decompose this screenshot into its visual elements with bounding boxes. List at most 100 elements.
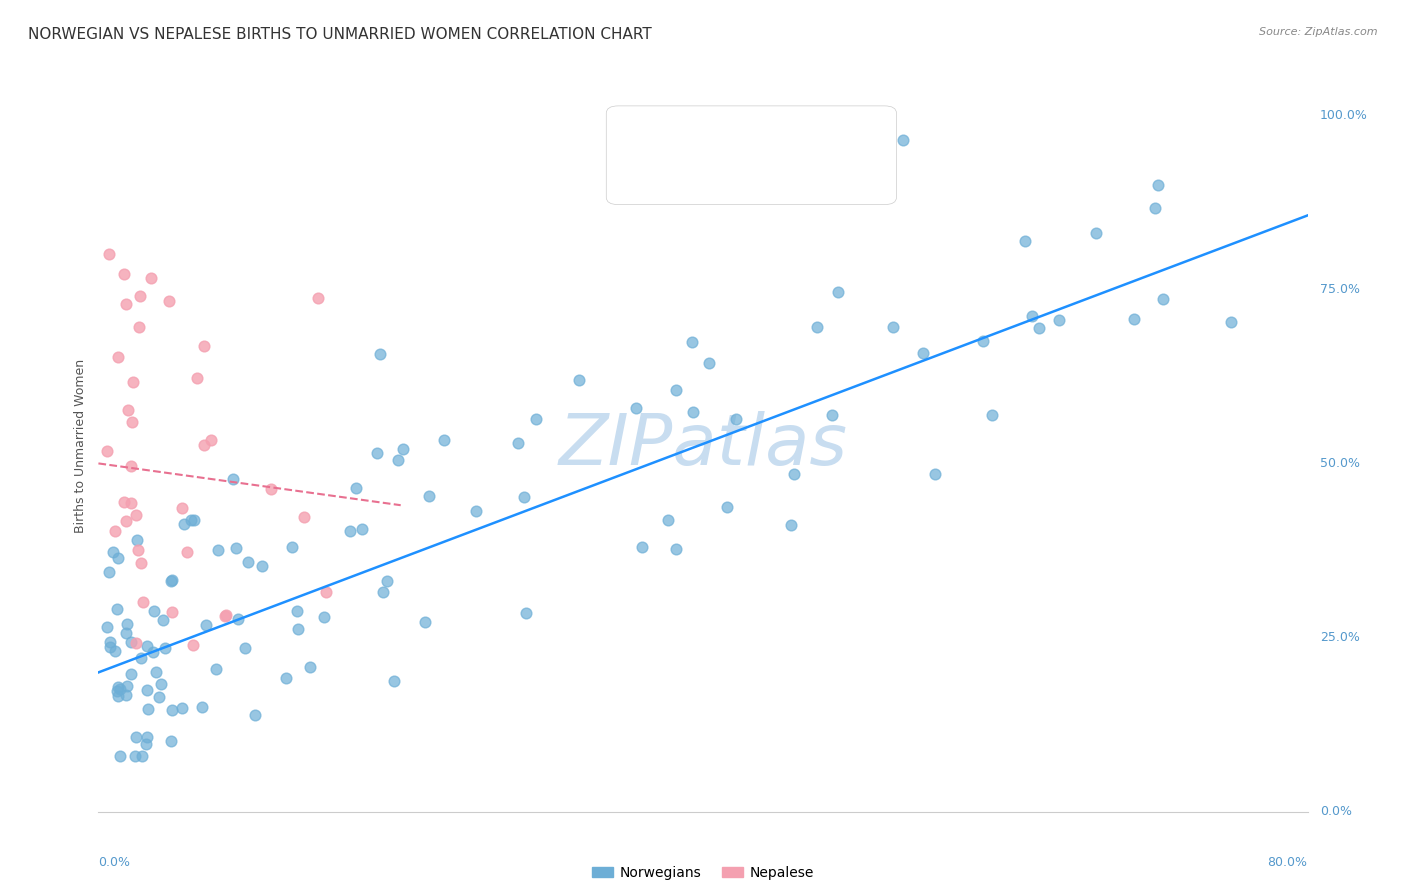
Point [292, 509, 315, 524]
Text: 100.0%: 100.0% [1320, 109, 1368, 121]
Point [107, 680, 129, 694]
Text: ZIPatlas: ZIPatlas [558, 411, 848, 481]
Point [160, 573, 183, 587]
Point [143, 604, 166, 618]
Point [181, 638, 204, 652]
Point [160, 605, 183, 619]
Point [114, 514, 136, 528]
Point [207, 542, 229, 557]
Point [912, 346, 935, 360]
Point [1028, 321, 1050, 335]
Point [371, 585, 394, 599]
Text: 0.0%: 0.0% [1320, 805, 1351, 818]
Point [132, 595, 155, 609]
Point [1047, 313, 1070, 327]
Point [96, 620, 118, 634]
Point [135, 730, 157, 744]
Point [315, 585, 337, 599]
Point [160, 702, 183, 716]
Point [125, 508, 148, 522]
Point [112, 495, 135, 509]
Point [630, 540, 652, 554]
Point [508, 436, 530, 450]
Point [1021, 309, 1043, 323]
Point [125, 730, 148, 744]
Point [1123, 311, 1146, 326]
Y-axis label: Births to Unmarried Women: Births to Unmarried Women [75, 359, 87, 533]
Point [120, 459, 142, 474]
Point [972, 334, 994, 348]
Point [697, 356, 720, 370]
Point [135, 639, 157, 653]
Point [276, 671, 298, 685]
Legend: Norwegians, Nepalese: Norwegians, Nepalese [586, 860, 820, 885]
Point [287, 623, 309, 637]
Point [124, 749, 146, 764]
Point [464, 504, 486, 518]
Point [110, 749, 132, 764]
Point [568, 373, 591, 387]
Point [980, 409, 1002, 423]
Point [104, 644, 127, 658]
Text: 25.0%: 25.0% [1320, 631, 1360, 644]
Point [105, 602, 128, 616]
Point [250, 558, 273, 573]
Point [131, 749, 153, 764]
Point [127, 542, 149, 557]
Point [433, 433, 456, 447]
Point [339, 524, 361, 538]
Point [157, 293, 180, 308]
Point [515, 606, 537, 620]
Point [149, 677, 172, 691]
Point [665, 383, 688, 397]
Point [125, 636, 148, 650]
Point [193, 339, 215, 353]
Point [1085, 227, 1108, 241]
Point [827, 285, 849, 299]
FancyBboxPatch shape [606, 106, 897, 204]
Point [821, 408, 844, 422]
Point [108, 681, 131, 696]
Point [170, 501, 193, 516]
Point [307, 291, 329, 305]
Point [681, 334, 703, 349]
Point [215, 607, 238, 622]
Point [236, 555, 259, 569]
Point [260, 483, 283, 497]
Point [159, 574, 181, 588]
Point [115, 616, 138, 631]
Point [190, 700, 212, 714]
Point [101, 545, 124, 559]
Point [115, 679, 138, 693]
Point [281, 541, 304, 555]
Point [724, 412, 747, 426]
Point [128, 319, 150, 334]
Point [112, 268, 135, 282]
Point [129, 651, 152, 665]
Point [129, 556, 152, 570]
Point [1152, 292, 1174, 306]
Point [173, 517, 195, 532]
Point [159, 734, 181, 748]
Point [716, 500, 738, 515]
Point [122, 375, 145, 389]
Point [205, 662, 228, 676]
Text: NORWEGIAN VS NEPALESE BIRTHS TO UNMARRIED WOMEN CORRELATION CHART: NORWEGIAN VS NEPALESE BIRTHS TO UNMARRIE… [28, 27, 652, 42]
Point [193, 438, 215, 452]
Point [98, 565, 121, 579]
Point [194, 618, 217, 632]
Point [366, 446, 388, 460]
Point [105, 684, 128, 698]
Point [368, 346, 391, 360]
Point [97, 247, 120, 261]
Point [1014, 234, 1036, 248]
Point [129, 288, 152, 302]
Legend: R =  0.633   N = 111, R = -0.182   N = 36: R = 0.633 N = 111, R = -0.182 N = 36 [654, 109, 849, 160]
Point [298, 659, 321, 673]
Point [512, 490, 534, 504]
Point [221, 472, 243, 486]
Point [135, 737, 157, 751]
Point [145, 665, 167, 680]
Point [524, 412, 547, 426]
Point [98, 640, 121, 654]
